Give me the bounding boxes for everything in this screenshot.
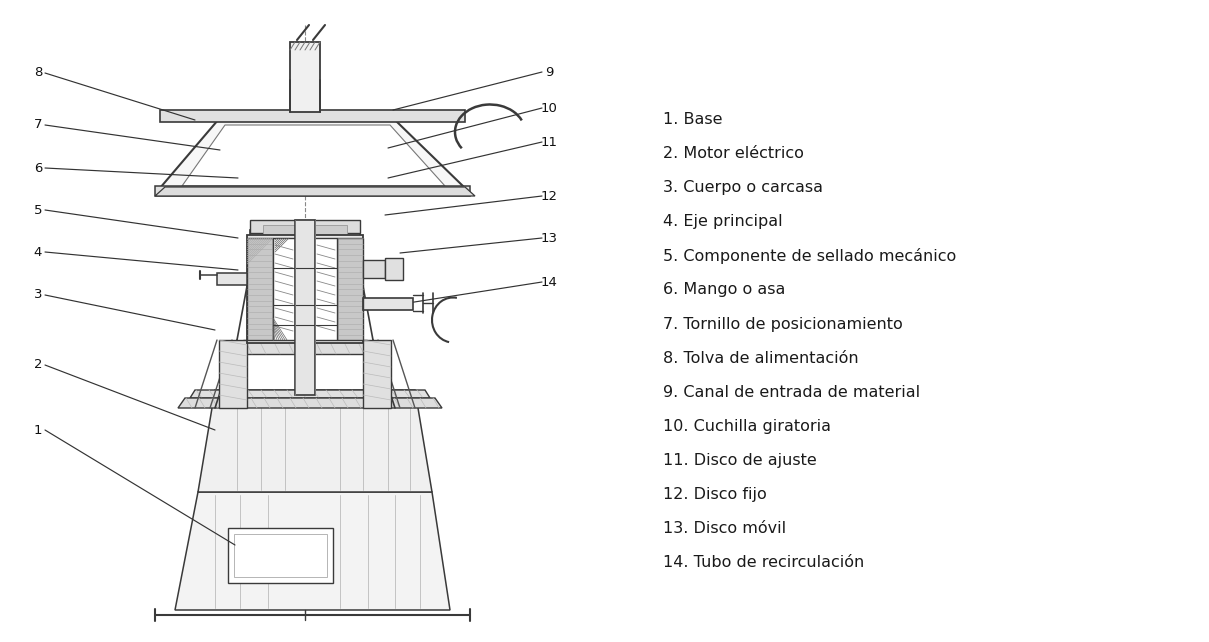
Polygon shape (190, 390, 430, 398)
Text: 11. Disco de ajuste: 11. Disco de ajuste (663, 453, 816, 467)
Text: 13. Disco móvil: 13. Disco móvil (663, 521, 786, 535)
Bar (243, 340, 368, 354)
Text: 7: 7 (34, 119, 42, 132)
Bar (235, 534, 326, 577)
Polygon shape (337, 238, 363, 340)
Text: 6. Mango o asa: 6. Mango o asa (663, 282, 785, 297)
Text: 14: 14 (540, 275, 557, 288)
Text: 10. Cuchilla giratoria: 10. Cuchilla giratoria (663, 419, 831, 433)
Bar (250, 220, 360, 233)
Polygon shape (198, 390, 432, 492)
Text: 11: 11 (540, 135, 557, 148)
Text: 7. Tornillo de posicionamiento: 7. Tornillo de posicionamiento (663, 317, 902, 331)
Bar (229, 528, 332, 583)
Bar (384, 258, 403, 280)
Text: 9. Canal de entrada de material: 9. Canal de entrada de material (663, 385, 920, 399)
Bar (273, 238, 337, 340)
Polygon shape (247, 238, 273, 340)
Text: 1: 1 (34, 424, 42, 437)
Bar (295, 220, 316, 395)
Polygon shape (178, 398, 442, 408)
Text: 5: 5 (34, 204, 42, 216)
Text: 4. Eje principal: 4. Eje principal (663, 214, 782, 229)
Bar (160, 110, 465, 122)
Text: 8: 8 (34, 67, 42, 80)
Text: 1. Base: 1. Base (663, 112, 722, 127)
Text: 12: 12 (540, 189, 557, 202)
Text: 5. Componente de sellado mecánico: 5. Componente de sellado mecánico (663, 248, 956, 265)
Bar (363, 260, 384, 278)
Text: 9: 9 (545, 65, 554, 78)
Bar (247, 235, 363, 343)
Text: 6: 6 (34, 162, 42, 175)
Text: 10: 10 (540, 101, 557, 114)
Bar (216, 273, 247, 285)
Text: 4: 4 (34, 245, 42, 259)
Bar (363, 340, 391, 408)
Bar (250, 230, 360, 345)
Text: 3. Cuerpo o carcasa: 3. Cuerpo o carcasa (663, 180, 822, 195)
Text: 2: 2 (34, 358, 42, 372)
Polygon shape (183, 125, 445, 186)
Text: 12. Disco fijo: 12. Disco fijo (663, 487, 767, 501)
Bar (155, 186, 470, 196)
Bar (290, 42, 320, 112)
Text: 13: 13 (540, 232, 557, 245)
Text: 8. Tolva de alimentación: 8. Tolva de alimentación (663, 351, 858, 365)
Polygon shape (155, 187, 475, 196)
Text: 14. Tubo de recirculación: 14. Tubo de recirculación (663, 555, 863, 569)
Polygon shape (175, 492, 450, 610)
Bar (219, 340, 247, 408)
Polygon shape (160, 120, 465, 188)
Text: 3: 3 (34, 288, 42, 302)
Bar (363, 298, 413, 310)
Bar (264, 225, 347, 235)
Bar (264, 238, 347, 338)
Text: 2. Motor eléctrico: 2. Motor eléctrico (663, 146, 804, 161)
